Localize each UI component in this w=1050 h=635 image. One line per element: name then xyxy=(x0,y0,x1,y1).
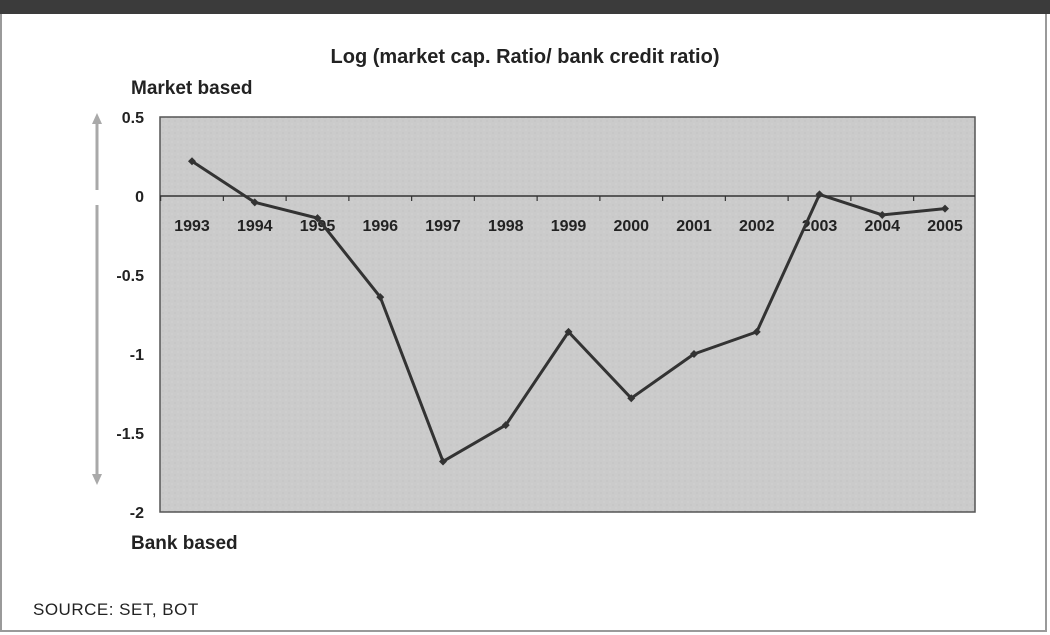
y-axis-ticks: 0.5 0 -0.5 -1 -1.5 -2 xyxy=(116,110,144,522)
x-tick-label: 1998 xyxy=(488,218,524,235)
x-tick-label: 1993 xyxy=(174,218,210,235)
arrow-up-head xyxy=(92,113,102,124)
x-tick-label: 1997 xyxy=(425,218,461,235)
scale-arrow xyxy=(92,113,102,485)
y-tick-label: -1 xyxy=(130,347,144,364)
data-point xyxy=(815,190,824,199)
data-point xyxy=(250,198,259,207)
series-points xyxy=(188,157,949,466)
x-tick-label: 2005 xyxy=(927,218,963,235)
x-tick-label: 2004 xyxy=(864,218,900,235)
data-point xyxy=(501,421,510,430)
arrow-down-head xyxy=(92,474,102,485)
data-point xyxy=(941,204,949,213)
x-tick-label: 2003 xyxy=(802,218,838,235)
source-note: SOURCE: SET, BOT xyxy=(33,600,199,619)
top-bar xyxy=(0,0,1050,14)
data-point xyxy=(313,214,322,223)
data-point xyxy=(690,350,698,358)
bank-based-label: Bank based xyxy=(131,533,238,554)
data-point xyxy=(564,327,573,336)
market-based-label: Market based xyxy=(131,78,253,99)
x-tick-label: 2000 xyxy=(613,218,649,235)
chart-frame xyxy=(0,14,1047,632)
x-tick-label: 2002 xyxy=(739,218,775,235)
x-tick-label: 2001 xyxy=(676,218,712,235)
y-tick-label: -2 xyxy=(130,505,144,522)
data-point xyxy=(439,457,447,466)
y-tick-label: 0 xyxy=(135,189,144,206)
x-tick-label: 1994 xyxy=(237,218,273,235)
data-point xyxy=(878,210,887,219)
x-tick-label: 1996 xyxy=(362,218,398,235)
y-tick-label: -1.5 xyxy=(116,426,144,443)
plot-area xyxy=(159,116,976,513)
data-point xyxy=(627,394,636,403)
data-point xyxy=(188,157,196,166)
data-point xyxy=(376,293,385,302)
data-point xyxy=(752,327,761,336)
y-tick-label: -0.5 xyxy=(116,268,144,285)
chart-title: Log (market cap. Ratio/ bank credit rati… xyxy=(330,46,720,68)
y-tick-label: 0.5 xyxy=(122,110,144,127)
x-tick-label: 1999 xyxy=(551,218,587,235)
